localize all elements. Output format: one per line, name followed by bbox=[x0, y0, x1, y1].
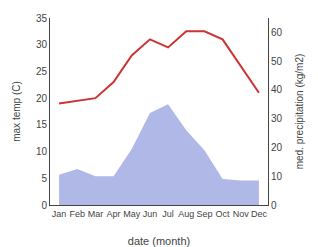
svg-text:20: 20 bbox=[36, 93, 48, 104]
svg-text:Sep: Sep bbox=[196, 209, 212, 219]
svg-text:Nov: Nov bbox=[233, 209, 250, 219]
svg-text:May: May bbox=[123, 209, 141, 219]
svg-text:0: 0 bbox=[271, 200, 277, 211]
svg-text:5: 5 bbox=[41, 173, 47, 184]
svg-text:Apr: Apr bbox=[107, 209, 121, 219]
svg-text:Mar: Mar bbox=[88, 209, 104, 219]
svg-text:10: 10 bbox=[271, 171, 283, 182]
svg-text:25: 25 bbox=[36, 66, 48, 77]
svg-text:60: 60 bbox=[271, 27, 283, 38]
svg-text:Oct: Oct bbox=[216, 209, 231, 219]
svg-text:15: 15 bbox=[36, 119, 48, 130]
svg-text:Jun: Jun bbox=[143, 209, 158, 219]
svg-text:40: 40 bbox=[271, 84, 283, 95]
svg-text:20: 20 bbox=[271, 142, 283, 153]
svg-text:Aug: Aug bbox=[178, 209, 194, 219]
svg-text:med. precipitation (kg/m2): med. precipitation (kg/m2) bbox=[294, 54, 305, 170]
svg-text:Jul: Jul bbox=[162, 209, 174, 219]
svg-text:Feb: Feb bbox=[69, 209, 85, 219]
svg-text:Jan: Jan bbox=[52, 209, 67, 219]
svg-text:Dec: Dec bbox=[251, 209, 268, 219]
svg-text:35: 35 bbox=[36, 13, 48, 24]
svg-text:10: 10 bbox=[36, 146, 48, 157]
svg-text:max temp (C): max temp (C) bbox=[11, 81, 22, 142]
svg-text:date (month): date (month) bbox=[128, 235, 190, 247]
svg-text:30: 30 bbox=[271, 113, 283, 124]
svg-text:30: 30 bbox=[36, 39, 48, 50]
svg-text:0: 0 bbox=[41, 200, 47, 211]
svg-text:50: 50 bbox=[271, 56, 283, 67]
